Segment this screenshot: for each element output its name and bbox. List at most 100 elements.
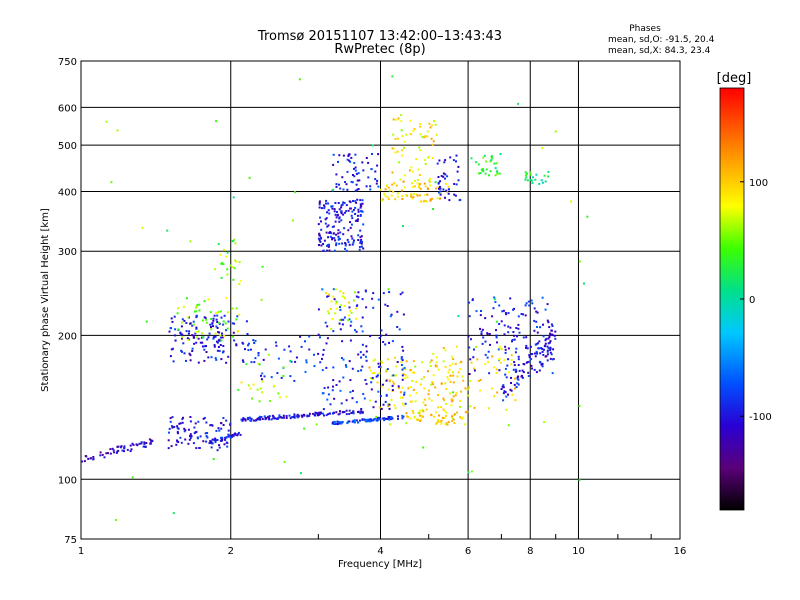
scatter-point (372, 406, 375, 409)
y-tick-label: 600 (58, 103, 77, 114)
scatter-point (206, 338, 209, 341)
scatter-point (225, 329, 227, 332)
scatter-point (338, 237, 341, 240)
scatter-point (549, 348, 552, 351)
scatter-point (442, 172, 445, 175)
scatter-point (401, 135, 404, 138)
scatter-point (231, 322, 234, 325)
scatter-point (536, 351, 538, 354)
scatter-point (495, 372, 498, 374)
scatter-point (348, 243, 351, 246)
scatter-point (547, 347, 550, 350)
scatter-point (335, 183, 338, 186)
scatter-point (522, 363, 525, 365)
scatter-point (355, 304, 358, 307)
scatter-point (331, 412, 334, 415)
scatter-point (220, 436, 223, 439)
scatter-point (534, 178, 537, 181)
scatter-point (329, 403, 332, 406)
scatter-point (485, 168, 488, 171)
scatter-point (541, 365, 544, 368)
scatter-point (216, 327, 219, 329)
scatter-point (150, 440, 153, 443)
scatter-point (504, 312, 507, 314)
scatter-point (344, 244, 347, 247)
scatter-point (168, 330, 171, 333)
scatter-point (238, 313, 241, 316)
scatter-point (113, 451, 116, 454)
scatter-point (436, 419, 439, 421)
scatter-point (191, 347, 194, 350)
scatter-point (279, 416, 282, 419)
scatter-point (488, 174, 490, 177)
scatter-point (347, 301, 350, 304)
scatter-point (289, 417, 292, 420)
scatter-point (176, 439, 178, 442)
scatter-point (312, 412, 315, 415)
scatter-point (419, 125, 422, 128)
scatter-point (197, 361, 200, 364)
scatter-point (352, 200, 354, 202)
scatter-point (298, 78, 301, 81)
scatter-point (103, 456, 106, 459)
scatter-point (409, 394, 411, 397)
scatter-point (235, 344, 238, 347)
scatter-point (509, 297, 512, 300)
scatter-point (175, 443, 178, 446)
scatter-point (428, 180, 431, 183)
scatter-point (321, 412, 324, 415)
scatter-point (314, 411, 317, 414)
scatter-point (342, 188, 345, 191)
scatter-point (527, 300, 530, 303)
scatter-point (245, 363, 248, 366)
scatter-point (247, 384, 250, 387)
scatter-point (421, 415, 424, 418)
scatter-point (260, 298, 263, 301)
scatter-point (400, 396, 402, 399)
scatter-point (479, 378, 482, 381)
scatter-point (403, 146, 405, 149)
scatter-point (186, 337, 189, 340)
scatter-point (411, 409, 414, 412)
scatter-point (548, 326, 551, 329)
colorbar-tick-label: -100 (749, 412, 772, 423)
scatter-point (183, 319, 186, 322)
scatter-point (350, 235, 353, 238)
scatter-point (531, 182, 534, 185)
scatter-point (229, 264, 232, 267)
scatter-point (213, 344, 216, 347)
scatter-point (505, 408, 508, 411)
scatter-point (274, 417, 276, 420)
scatter-point (383, 419, 386, 422)
scatter-point (253, 342, 256, 344)
scatter-point (545, 355, 548, 358)
scatter-point (232, 196, 235, 199)
scatter-point (145, 442, 148, 444)
scatter-point (318, 206, 321, 209)
scatter-point (320, 228, 323, 231)
scatter-point (359, 240, 362, 243)
scatter-point (553, 334, 556, 337)
scatter-point (234, 242, 237, 245)
scatter-point (526, 172, 528, 175)
scatter-point (423, 387, 426, 390)
scatter-point (357, 172, 360, 175)
scatter-point (412, 388, 415, 391)
scatter-point (470, 157, 473, 160)
scatter-point (225, 255, 228, 258)
scatter-point (222, 323, 225, 326)
scatter-point (219, 344, 222, 346)
scatter-point (470, 338, 472, 341)
scatter-point (169, 417, 172, 420)
scatter-point (189, 240, 192, 243)
scatter-point (423, 182, 426, 185)
scatter-point (518, 331, 521, 334)
scatter-point (116, 129, 119, 132)
scatter-point (351, 243, 354, 246)
scatter-point (427, 389, 430, 392)
scatter-point (325, 217, 328, 220)
scatter-point (547, 321, 550, 324)
scatter-point (521, 376, 524, 379)
scatter-point (143, 441, 146, 444)
scatter-point (435, 187, 437, 190)
